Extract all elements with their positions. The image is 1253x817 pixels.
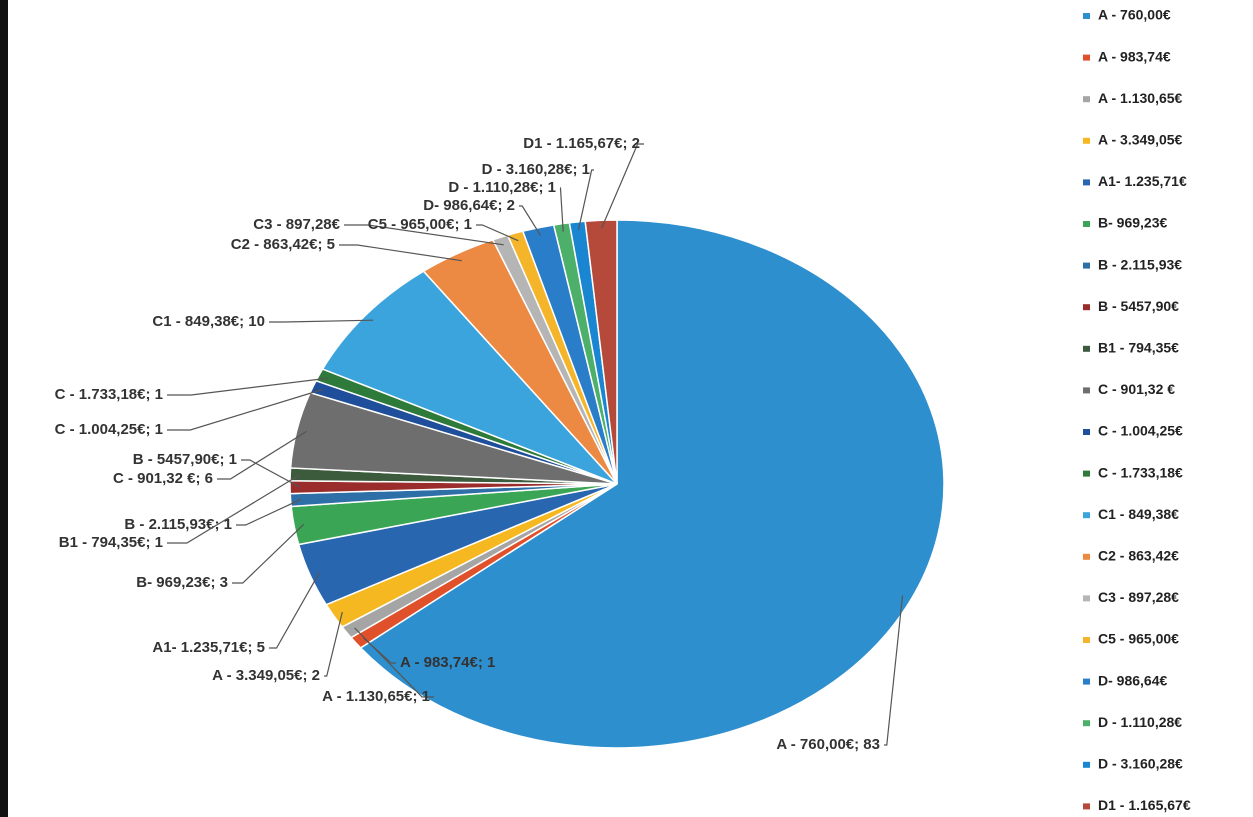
legend-label: D - 1.110,28€ bbox=[1098, 714, 1182, 730]
leader-line bbox=[519, 205, 542, 236]
leader-line bbox=[241, 459, 301, 488]
legend-swatch bbox=[1083, 96, 1090, 103]
leader-line bbox=[559, 187, 564, 232]
leader-line bbox=[236, 499, 301, 526]
legend-swatch bbox=[1083, 803, 1090, 810]
legend-label: A - 760,00€ bbox=[1098, 7, 1171, 23]
legend-swatch bbox=[1083, 553, 1090, 560]
data-label: A - 3.349,05€; 2 bbox=[212, 667, 320, 684]
data-label: D- 986,64€; 2 bbox=[423, 197, 515, 214]
legend-swatch bbox=[1083, 720, 1090, 727]
data-label: D1 - 1.165,67€; 2 bbox=[523, 135, 640, 152]
legend-swatch bbox=[1083, 470, 1090, 477]
legend-swatch bbox=[1083, 345, 1090, 352]
legend-swatch bbox=[1083, 221, 1090, 227]
leader-line bbox=[577, 169, 594, 230]
data-label: B - 5457,90€; 1 bbox=[133, 451, 237, 468]
leader-line bbox=[167, 474, 301, 544]
legend-swatch bbox=[1083, 387, 1090, 394]
data-label: A1- 1.235,71€; 5 bbox=[152, 639, 265, 656]
legend-swatch bbox=[1083, 678, 1090, 685]
data-label: C - 901,32 €; 6 bbox=[113, 470, 213, 487]
leader-line bbox=[884, 595, 904, 746]
data-label: C2 - 863,42€; 5 bbox=[231, 236, 335, 253]
data-label: C - 1.004,25€; 1 bbox=[55, 421, 163, 438]
data-label: A - 1.130,65€; 1 bbox=[322, 688, 430, 705]
legend-label: C - 901,32 € bbox=[1098, 381, 1175, 397]
legend-swatch bbox=[1083, 637, 1090, 643]
data-labels: A - 760,00€; 83 A - 983,74€; 1 A - 1.130,6… bbox=[55, 135, 904, 753]
legend-swatch bbox=[1083, 512, 1090, 519]
leader-line bbox=[269, 572, 320, 649]
legend: A - 760,00€ A - 983,74€ A - 1.130,65€ A - 3… bbox=[1083, 7, 1191, 813]
pie-slice bbox=[321, 270, 618, 485]
legend-label: D- 986,64€ bbox=[1098, 672, 1167, 688]
data-label: B1 - 794,35€; 1 bbox=[59, 534, 163, 551]
leader-line bbox=[167, 377, 329, 396]
legend-label: D1 - 1.165,67€ bbox=[1098, 797, 1191, 813]
leader-line bbox=[324, 611, 343, 677]
leader-line bbox=[476, 224, 519, 242]
pie-slice bbox=[584, 219, 618, 485]
legend-label: C3 - 897,28€ bbox=[1098, 589, 1179, 605]
legend-label: B1 - 794,35€ bbox=[1098, 340, 1179, 356]
legend-label: C - 1.733,18€ bbox=[1098, 464, 1183, 480]
border bbox=[0, 0, 8, 817]
legend-label: B- 969,23€ bbox=[1098, 215, 1167, 231]
legend-label: B - 2.115,93€ bbox=[1098, 256, 1182, 272]
data-label: D - 3.160,28€; 1 bbox=[482, 161, 590, 178]
data-label: C1 - 849,38€; 10 bbox=[152, 313, 265, 330]
data-label: C3 - 897,28€ bbox=[253, 216, 340, 233]
legend-swatch bbox=[1083, 304, 1090, 311]
legend-swatch bbox=[1083, 761, 1090, 768]
data-label: B- 969,23€; 3 bbox=[136, 574, 228, 591]
legend-label: C1 - 849,38€ bbox=[1098, 506, 1179, 522]
legend-label: A - 983,74€ bbox=[1098, 48, 1171, 64]
pie-slice bbox=[359, 219, 945, 749]
leader-line bbox=[232, 523, 305, 584]
legend-swatch bbox=[1083, 429, 1090, 435]
leader-line bbox=[601, 143, 644, 229]
legend-label: A - 3.349,05€ bbox=[1098, 132, 1183, 148]
legend-swatch bbox=[1083, 179, 1090, 186]
pie bbox=[289, 219, 945, 749]
legend-label: C2 - 863,42€ bbox=[1098, 548, 1179, 564]
legend-swatch bbox=[1083, 13, 1090, 19]
leader-line bbox=[354, 627, 434, 698]
legend-label: C5 - 965,00€ bbox=[1098, 631, 1179, 647]
data-label: B - 2.115,93€; 1 bbox=[124, 516, 232, 533]
data-label: A - 760,00€; 83 bbox=[776, 736, 880, 753]
leader-line bbox=[217, 430, 307, 480]
legend-swatch bbox=[1083, 54, 1090, 61]
legend-label: C - 1.004,25€ bbox=[1098, 423, 1183, 439]
data-label: C5 - 965,00€; 1 bbox=[368, 216, 472, 233]
leader-line bbox=[269, 319, 374, 323]
data-label: A - 983,74€; 1 bbox=[400, 654, 495, 671]
legend-label: B - 5457,90€ bbox=[1098, 298, 1179, 314]
legend-swatch bbox=[1083, 595, 1090, 602]
legend-label: A1- 1.235,71€ bbox=[1098, 173, 1187, 189]
data-label: C - 1.733,18€; 1 bbox=[55, 386, 163, 403]
leader-line bbox=[339, 244, 462, 262]
legend-label: D - 3.160,28€ bbox=[1098, 756, 1183, 772]
data-label: D - 1.110,28€; 1 bbox=[448, 179, 556, 196]
leader-line bbox=[344, 224, 504, 246]
legend-swatch bbox=[1083, 262, 1090, 269]
legend-swatch bbox=[1083, 137, 1090, 144]
leader-line bbox=[167, 389, 323, 431]
legend-label: A - 1.130,65€ bbox=[1098, 90, 1183, 106]
